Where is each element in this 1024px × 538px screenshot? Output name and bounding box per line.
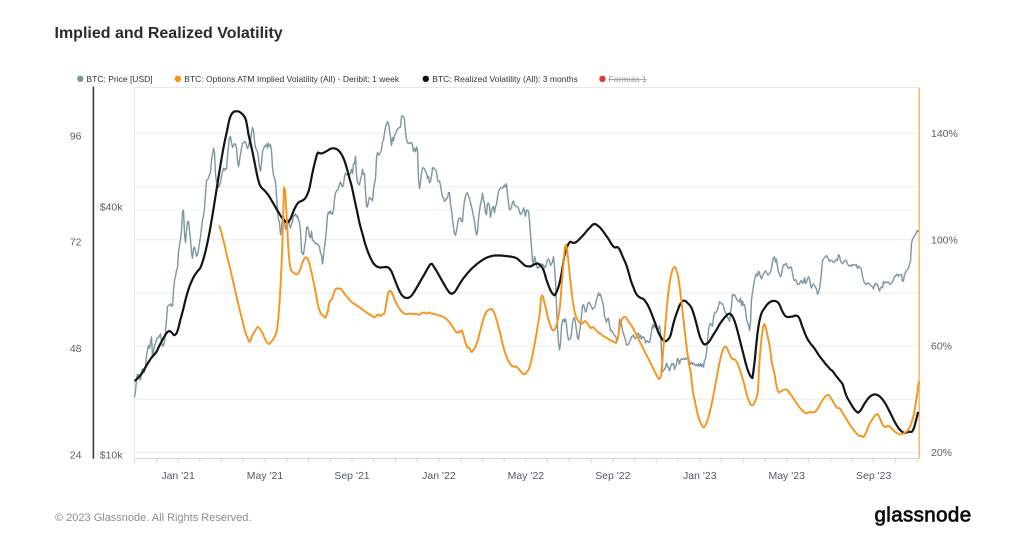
svg-text:Jan '21: Jan '21	[161, 470, 195, 482]
svg-text:60%: 60%	[931, 341, 952, 353]
svg-text:20%: 20%	[931, 447, 952, 459]
svg-text:May '21: May '21	[247, 470, 284, 482]
svg-text:Sep '22: Sep '22	[595, 470, 630, 482]
svg-text:140%: 140%	[931, 128, 958, 140]
svg-text:Jan '23: Jan '23	[683, 470, 717, 482]
svg-text:96: 96	[70, 130, 82, 142]
svg-text:Formula 1: Formula 1	[609, 74, 648, 84]
svg-text:May '23: May '23	[768, 470, 805, 482]
svg-text:Sep '23: Sep '23	[856, 470, 891, 482]
svg-text:Implied and Realized Volatilit: Implied and Realized Volatility	[55, 25, 283, 42]
svg-text:BTC: Price [USD]: BTC: Price [USD]	[87, 74, 153, 84]
svg-text:100%: 100%	[931, 235, 958, 247]
svg-text:72: 72	[70, 237, 82, 249]
svg-text:$10k: $10k	[100, 450, 124, 462]
svg-text:Sep '21: Sep '21	[334, 470, 369, 482]
svg-text:BTC: Realized Volatility (All): BTC: Realized Volatility (All): 3 months	[432, 74, 578, 84]
svg-text:May '22: May '22	[508, 470, 545, 482]
svg-text:BTC: Options ATM Implied Volat: BTC: Options ATM Implied Volatility (All…	[184, 74, 400, 84]
svg-text:© 2023 Glassnode. All Rights R: © 2023 Glassnode. All Rights Reserved.	[55, 512, 251, 524]
svg-text:24: 24	[70, 449, 82, 461]
svg-text:$40k: $40k	[100, 201, 124, 213]
svg-text:glassnode: glassnode	[874, 504, 971, 527]
svg-text:48: 48	[70, 343, 82, 355]
svg-text:Jan '22: Jan '22	[422, 470, 456, 482]
